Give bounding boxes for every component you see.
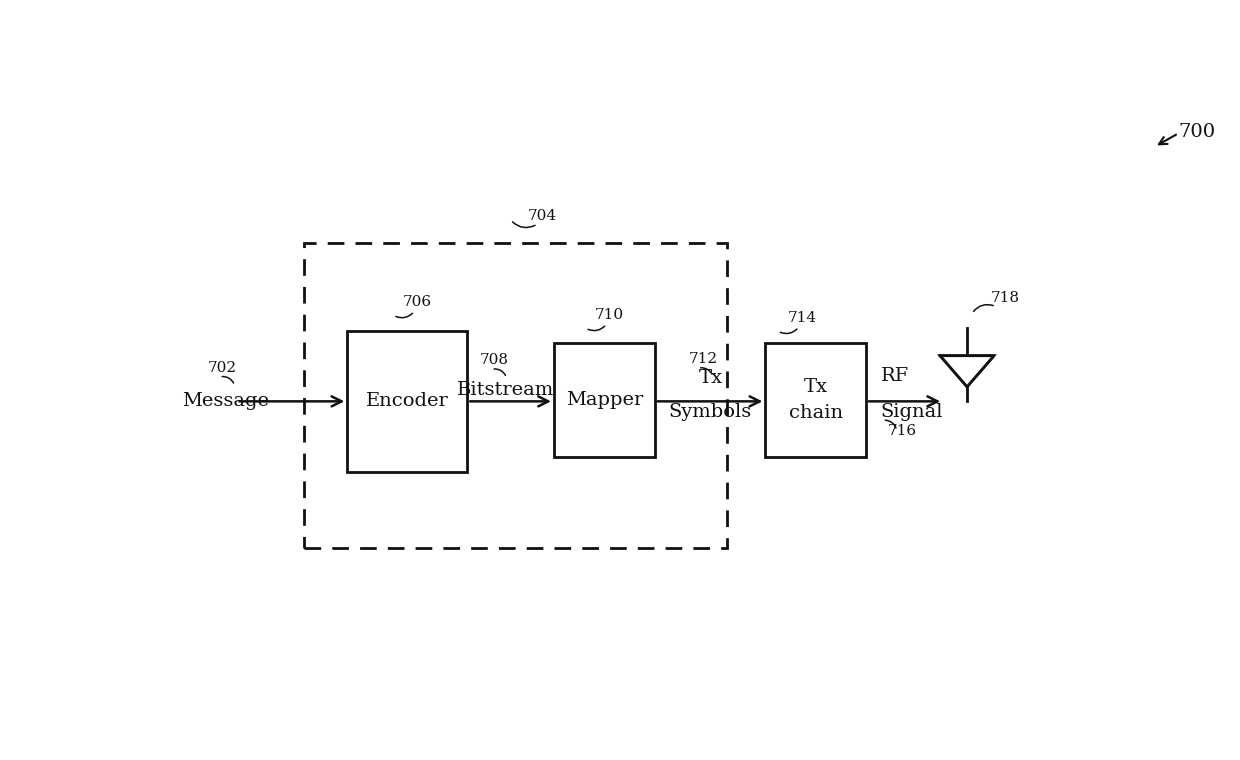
Text: Tx: Tx <box>698 369 723 387</box>
Text: 714: 714 <box>787 312 816 325</box>
Bar <box>304 243 727 548</box>
Polygon shape <box>940 356 994 387</box>
Text: 706: 706 <box>403 296 432 309</box>
Text: Message: Message <box>182 392 269 410</box>
Text: Bitstream: Bitstream <box>458 381 554 399</box>
Bar <box>347 331 467 471</box>
Text: 718: 718 <box>991 291 1021 305</box>
Text: Tx
chain: Tx chain <box>789 378 843 422</box>
Text: Encoder: Encoder <box>366 392 449 410</box>
Text: 702: 702 <box>208 361 237 375</box>
Text: Symbols: Symbols <box>668 403 753 420</box>
Text: 710: 710 <box>595 309 624 322</box>
Text: 716: 716 <box>888 423 916 438</box>
Text: Mapper: Mapper <box>565 391 642 409</box>
Bar <box>554 343 655 457</box>
Text: Signal: Signal <box>880 403 944 420</box>
Text: 700: 700 <box>1178 123 1215 141</box>
Text: 708: 708 <box>480 353 508 367</box>
Bar <box>765 343 866 457</box>
Text: 704: 704 <box>528 209 557 223</box>
Text: 712: 712 <box>688 352 718 366</box>
Text: RF: RF <box>880 367 909 385</box>
